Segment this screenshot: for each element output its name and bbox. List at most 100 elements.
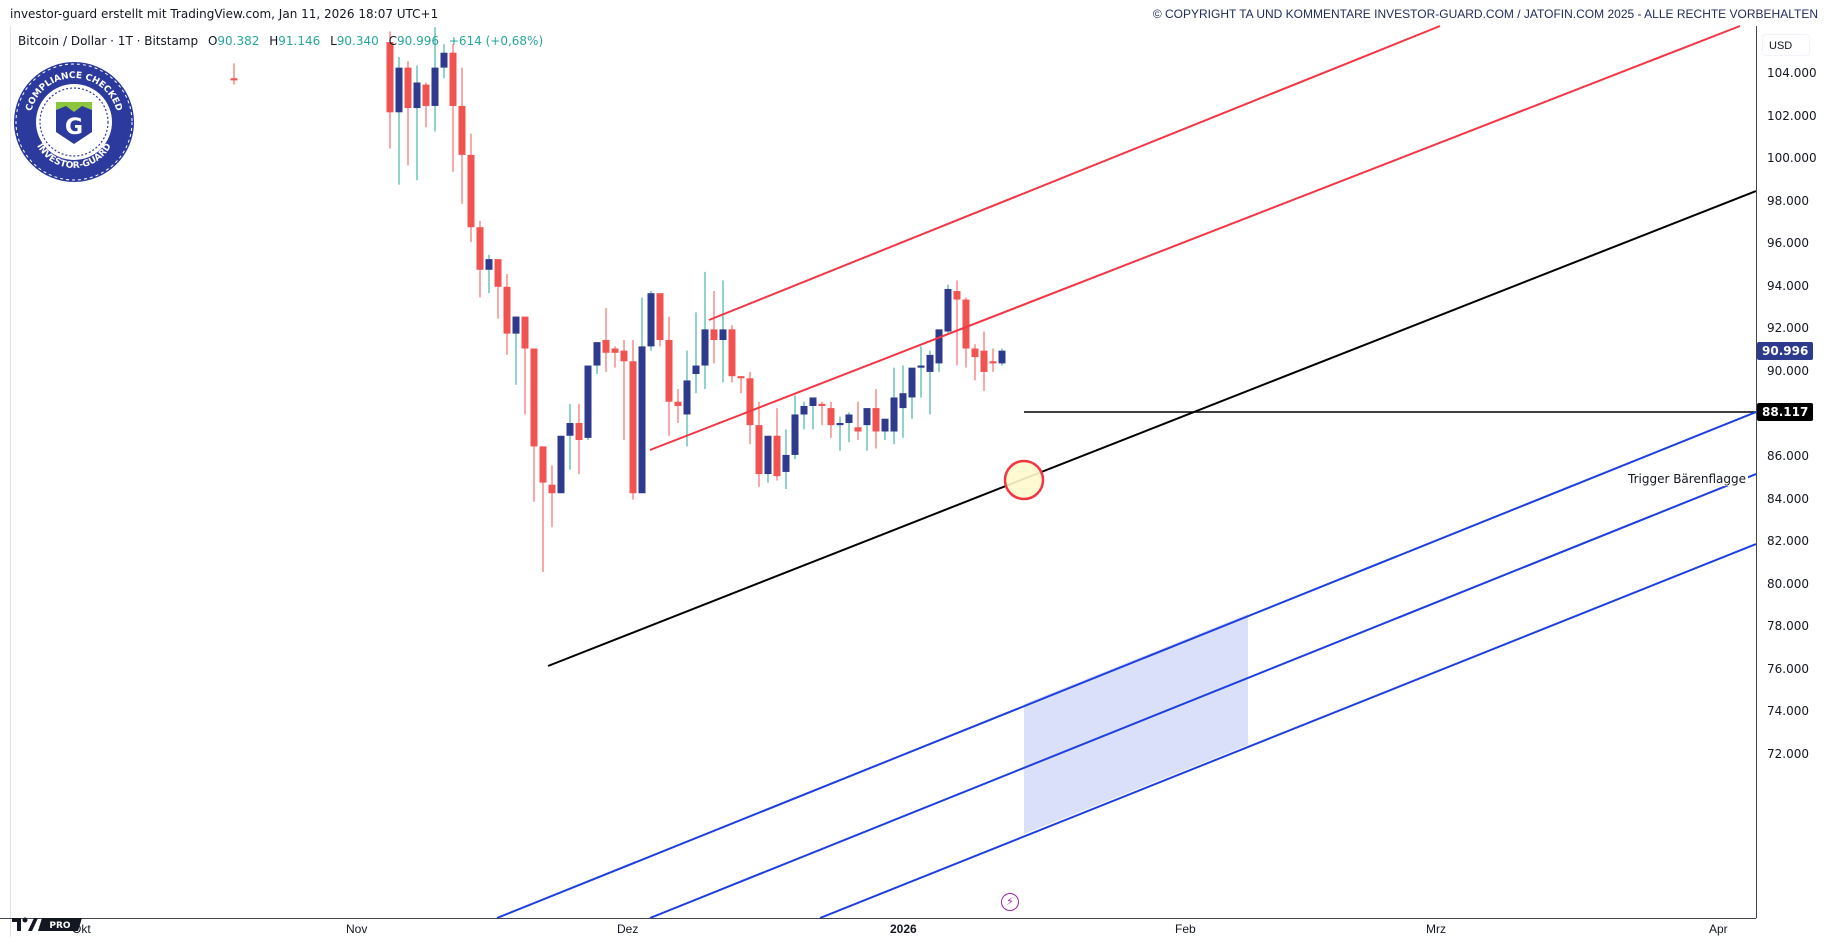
candle-body — [755, 425, 763, 475]
candle-body — [971, 348, 979, 358]
candle-body — [395, 67, 403, 113]
trigger-marker — [1003, 459, 1045, 501]
low-value: 90.340 — [336, 34, 379, 48]
symbol-legend: Bitcoin / Dollar · 1T · Bitstamp O90.382… — [18, 34, 544, 48]
candle-body — [782, 454, 790, 472]
candle-body — [854, 427, 862, 432]
tradingview-pro-logo-icon: PRO — [12, 917, 82, 931]
price-tick: 78.000 — [1767, 619, 1809, 634]
candle-body — [827, 408, 835, 426]
candle-body — [980, 350, 988, 372]
candle-body — [962, 299, 970, 349]
candle-body — [674, 401, 682, 406]
trigger-label[interactable]: Trigger Bärenflagge — [1626, 472, 1748, 486]
currency-selector[interactable]: USD — [1762, 34, 1810, 56]
symbol-name[interactable]: Bitcoin / Dollar · 1T · Bitstamp — [18, 34, 199, 48]
candle-body — [539, 446, 547, 483]
price-tick: 94.000 — [1767, 278, 1809, 293]
candle-body — [989, 361, 997, 364]
candle-body — [773, 435, 781, 477]
candle-body — [728, 329, 736, 377]
time-tick: 2026 — [890, 922, 917, 936]
candle-body — [890, 397, 898, 432]
candle-body — [935, 329, 943, 364]
candle-body — [422, 84, 430, 106]
candle-body — [764, 435, 772, 475]
candle-body — [791, 414, 799, 455]
price-tick: 100.000 — [1767, 151, 1817, 166]
price-tick: 96.000 — [1767, 236, 1809, 251]
candle-body — [737, 376, 745, 379]
candle-body — [953, 291, 961, 300]
open-value: 90.382 — [217, 34, 260, 48]
candle-body — [647, 293, 655, 347]
chart-canvas[interactable] — [0, 0, 1756, 918]
candle-body — [746, 378, 754, 426]
candle-body — [494, 259, 502, 287]
candle-body — [719, 329, 727, 340]
candle-body — [944, 288, 952, 332]
price-tick: 102.000 — [1767, 108, 1817, 123]
current-price-tag: 90.996 — [1757, 341, 1814, 360]
candle-body — [836, 422, 844, 426]
close-value: 90.996 — [396, 34, 439, 48]
candle-body — [899, 393, 907, 409]
price-tick: 74.000 — [1767, 704, 1809, 719]
price-tick: 104.000 — [1767, 66, 1817, 80]
candle-body — [638, 346, 646, 494]
candle-body — [665, 340, 673, 402]
top-bar: investor-guard erstellt mit TradingView.… — [0, 0, 1828, 26]
candle-body — [512, 316, 520, 334]
high-value: 91.146 — [278, 34, 321, 48]
change-value: +614 (+0,68%) — [448, 34, 544, 48]
candle-body — [863, 408, 871, 426]
blue-channel-lower — [819, 543, 1756, 918]
candle-body — [620, 350, 628, 362]
candle-body — [449, 52, 457, 106]
candle-body — [404, 67, 412, 109]
candle-body — [467, 154, 475, 228]
time-tick: Nov — [346, 922, 368, 936]
price-axis[interactable]: 104.000 102.000 100.000 98.000 96.000 94.000 9… — [1756, 26, 1828, 918]
candle-body — [557, 435, 565, 494]
candle-body — [845, 414, 853, 423]
event-lightning-icon[interactable]: ⚡ — [1001, 893, 1019, 911]
candle-body — [530, 348, 538, 447]
blue-channel-upper — [496, 411, 1756, 918]
time-tick: Apr — [1709, 922, 1728, 936]
candle-body — [809, 397, 817, 406]
price-tick: 86.000 — [1767, 449, 1809, 464]
candle-body — [521, 316, 529, 349]
candle-body — [881, 418, 889, 432]
candle-body — [485, 259, 493, 270]
candle-body — [440, 52, 448, 68]
candle-body — [692, 365, 700, 375]
time-tick: Mrz — [1426, 922, 1446, 936]
time-tick: Feb — [1175, 922, 1196, 936]
price-tick: 98.000 — [1767, 193, 1809, 208]
candle-body — [602, 340, 610, 353]
time-axis[interactable]: Okt Nov Dez 2026 Feb Mrz Apr — [0, 918, 1756, 938]
candle-body — [503, 286, 511, 334]
candle-body — [701, 329, 709, 366]
price-tick: 76.000 — [1767, 661, 1809, 676]
compliance-badge-icon: G COMPLIANCE CHECKED INVESTOR-GUARD — [14, 62, 134, 182]
copyright-text: © COPYRIGHT TA UND KOMMENTARE INVESTOR-G… — [1152, 7, 1818, 21]
price-tick: 80.000 — [1767, 576, 1809, 591]
price-tick: 82.000 — [1767, 534, 1809, 549]
target-zone — [1024, 614, 1248, 834]
candle-body — [710, 329, 718, 340]
candle-body — [998, 350, 1006, 364]
candle-body — [818, 403, 826, 406]
red-channel-lower — [649, 25, 1741, 451]
candle-body — [413, 82, 421, 109]
svg-text:G: G — [65, 115, 83, 140]
candle-body — [566, 422, 574, 436]
candle-body — [476, 227, 484, 270]
candle-body — [593, 342, 601, 366]
candle-body — [575, 422, 583, 441]
candle-body — [908, 367, 916, 398]
candle-body — [431, 67, 439, 106]
candle-body — [656, 293, 664, 340]
candle-body — [629, 361, 637, 494]
